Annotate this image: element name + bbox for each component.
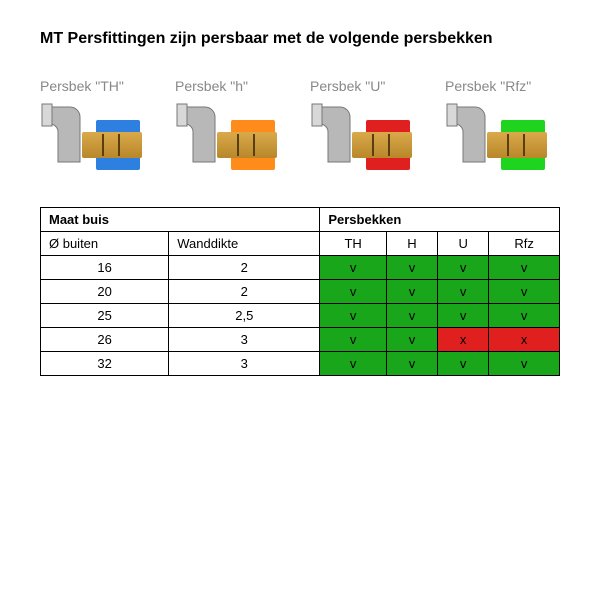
cell-rfz: v (489, 280, 560, 304)
table-row: 162vvvv (41, 256, 560, 280)
cell-th: v (320, 352, 387, 376)
cell-diam: 26 (41, 328, 169, 352)
cell-rfz: v (489, 352, 560, 376)
cell-diam: 16 (41, 256, 169, 280)
th-wand: Wanddikte (169, 232, 320, 256)
jaw-label: Persbek "Rfz" (445, 78, 560, 94)
th-diam: Ø buiten (41, 232, 169, 256)
cell-u: x (438, 328, 489, 352)
cell-h: v (386, 256, 437, 280)
compatibility-table: Maat buis Persbekken Ø buiten Wanddikte … (40, 207, 560, 376)
table-row: 323vvvv (41, 352, 560, 376)
jaw-label: Persbek "TH" (40, 78, 155, 94)
cell-th: v (320, 256, 387, 280)
jaw-label: Persbek "h" (175, 78, 290, 94)
cell-rfz: v (489, 304, 560, 328)
cell-rfz: x (489, 328, 560, 352)
cell-h: v (386, 352, 437, 376)
brass-icon (352, 132, 412, 158)
brass-icon (487, 132, 547, 158)
cell-h: v (386, 304, 437, 328)
cell-u: v (438, 256, 489, 280)
cell-u: v (438, 304, 489, 328)
cell-rfz: v (489, 256, 560, 280)
table-row: 252,5vvvv (41, 304, 560, 328)
fitting-icon (445, 102, 555, 177)
cell-wand: 2 (169, 280, 320, 304)
cell-diam: 32 (41, 352, 169, 376)
th-h: H (386, 232, 437, 256)
th-th: TH (320, 232, 387, 256)
cell-u: v (438, 280, 489, 304)
th-u: U (438, 232, 489, 256)
cell-h: v (386, 328, 437, 352)
th-rfz: Rfz (489, 232, 560, 256)
cell-th: v (320, 328, 387, 352)
cell-h: v (386, 280, 437, 304)
brass-icon (217, 132, 277, 158)
jaw-label: Persbek "U" (310, 78, 425, 94)
jaw-item-rfz: Persbek "Rfz" (445, 78, 560, 177)
table-row: 202vvvv (41, 280, 560, 304)
jaw-item-h: Persbek "h" (175, 78, 290, 177)
th-persbekken: Persbekken (320, 208, 560, 232)
cell-wand: 3 (169, 328, 320, 352)
cell-diam: 20 (41, 280, 169, 304)
brass-icon (82, 132, 142, 158)
cell-wand: 3 (169, 352, 320, 376)
fitting-icon (40, 102, 150, 177)
cell-th: v (320, 304, 387, 328)
cell-diam: 25 (41, 304, 169, 328)
th-maat-buis: Maat buis (41, 208, 320, 232)
cell-wand: 2 (169, 256, 320, 280)
page-title: MT Persfittingen zijn persbaar met de vo… (40, 30, 560, 48)
jaws-row: Persbek "TH" Persbek "h" Persbek "U" (40, 78, 560, 177)
fitting-icon (175, 102, 285, 177)
cell-wand: 2,5 (169, 304, 320, 328)
jaw-item-th: Persbek "TH" (40, 78, 155, 177)
table-body: 162vvvv202vvvv252,5vvvv263vvxx323vvvv (41, 256, 560, 376)
table-row: 263vvxx (41, 328, 560, 352)
cell-th: v (320, 280, 387, 304)
jaw-item-u: Persbek "U" (310, 78, 425, 177)
cell-u: v (438, 352, 489, 376)
fitting-icon (310, 102, 420, 177)
